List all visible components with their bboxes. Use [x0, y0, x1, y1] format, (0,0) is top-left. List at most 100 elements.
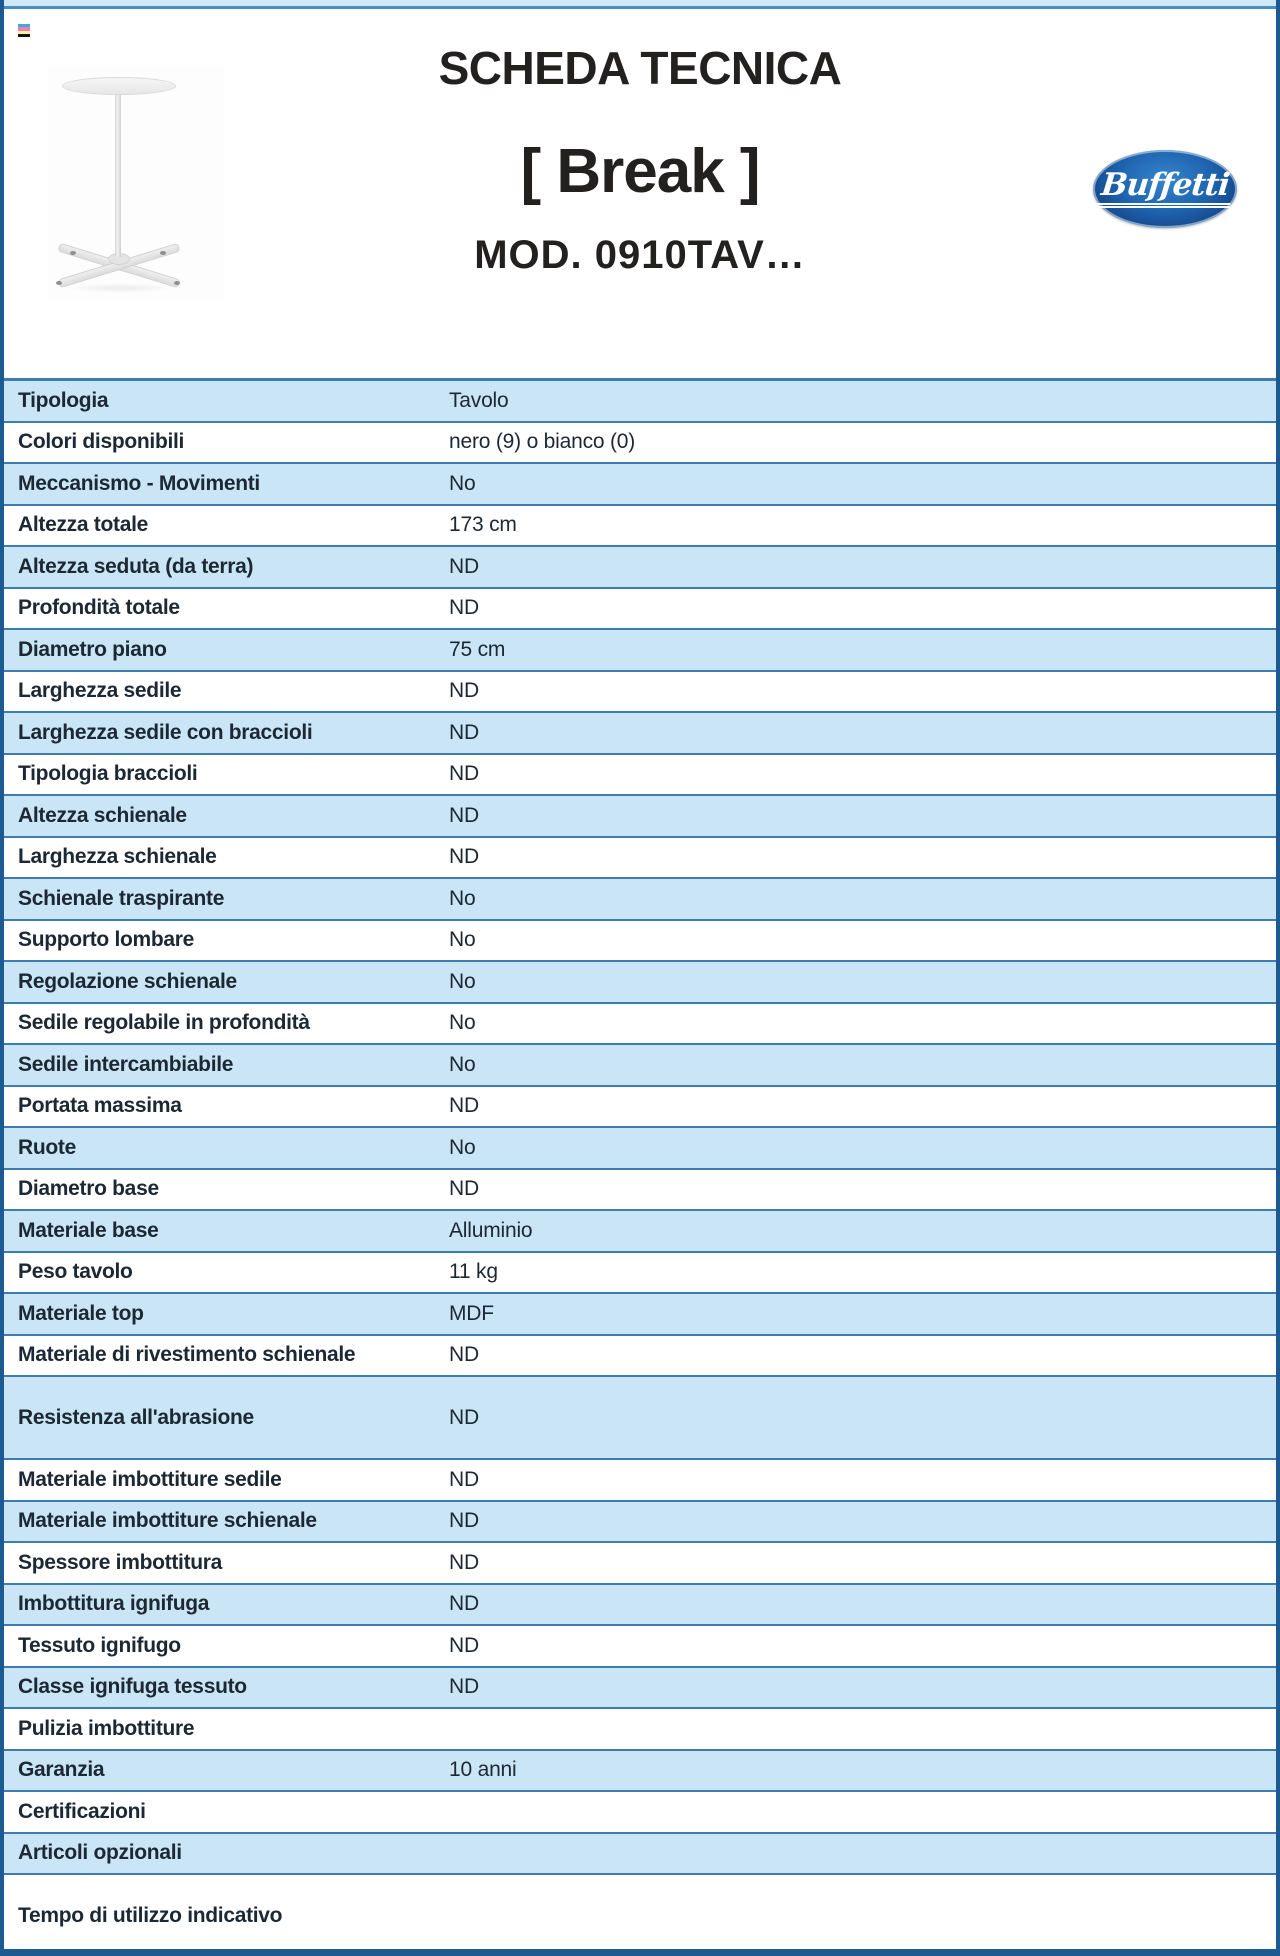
- spec-row: Pulizia imbottiture: [4, 1709, 1276, 1751]
- table-foot: [160, 251, 166, 255]
- page-bottom-border: [4, 1949, 1276, 1956]
- brand-logo: Buffetti: [1093, 150, 1237, 228]
- page-top-border-line: [4, 6, 1276, 9]
- spec-value: ND: [449, 596, 479, 620]
- spec-label: Diametro piano: [18, 637, 167, 661]
- spec-value: No: [449, 928, 476, 952]
- print-stripe-magenta: [18, 27, 30, 31]
- spec-row: Resistenza all'abrasione ND: [4, 1377, 1276, 1460]
- spec-row: Larghezza sedile ND: [4, 671, 1276, 713]
- spec-value: ND: [449, 803, 479, 827]
- spec-label: Tessuto ignifugo: [18, 1633, 181, 1657]
- table-foot: [70, 251, 76, 255]
- spec-value: No: [449, 969, 476, 993]
- spec-row: Tessuto ignifugo ND: [4, 1626, 1276, 1668]
- spec-label: Tipologia braccioli: [18, 762, 198, 786]
- spec-label: Regolazione schienale: [18, 969, 237, 993]
- spec-value: ND: [449, 1509, 479, 1533]
- spec-label: Larghezza schienale: [18, 845, 217, 869]
- spec-row: Profondità totale ND: [4, 588, 1276, 630]
- spec-label: Tempo di utilizzo indicativo: [18, 1903, 283, 1927]
- spec-label: Supporto lombare: [18, 928, 195, 952]
- table-top: [62, 77, 176, 95]
- spec-row: Portata massima ND: [4, 1086, 1276, 1128]
- print-color-bar-icon: [18, 24, 30, 37]
- spec-value: ND: [449, 1675, 479, 1699]
- spec-row: Spessore imbottitura ND: [4, 1543, 1276, 1585]
- spec-label: Altezza totale: [18, 513, 148, 537]
- spec-row: Supporto lombare No: [4, 920, 1276, 962]
- print-stripe-yellow: [18, 30, 30, 34]
- spec-label: Garanzia: [18, 1758, 105, 1782]
- spec-label: Sedile intercambiabile: [18, 1052, 234, 1076]
- spec-row: Ruote No: [4, 1128, 1276, 1170]
- spec-row: Materiale top MDF: [4, 1294, 1276, 1336]
- spec-value: ND: [449, 1405, 479, 1429]
- spec-row: Diametro piano 75 cm: [4, 630, 1276, 672]
- spec-value: No: [449, 1135, 476, 1159]
- spec-value: Tavolo: [449, 388, 509, 412]
- spec-row: Materiale imbottiture schienale ND: [4, 1501, 1276, 1543]
- spec-value: Alluminio: [449, 1218, 533, 1242]
- table-pole: [115, 89, 121, 257]
- spec-row: Tipologia braccioli ND: [4, 754, 1276, 796]
- spec-label: Colori disponibili: [18, 430, 185, 454]
- spec-value: ND: [449, 762, 479, 786]
- spec-value: ND: [449, 845, 479, 869]
- spec-row: Diametro base ND: [4, 1169, 1276, 1211]
- spec-label: Schienale traspirante: [18, 886, 225, 910]
- brand-logo-text: Buffetti: [1096, 167, 1234, 208]
- spec-row: Certificazioni: [4, 1792, 1276, 1834]
- spec-label: Materiale imbottiture schienale: [18, 1509, 317, 1533]
- spec-label: Resistenza all'abrasione: [18, 1405, 254, 1429]
- spec-row: Larghezza schienale ND: [4, 837, 1276, 879]
- spec-label: Sedile regolabile in profondità: [18, 1011, 310, 1035]
- spec-label: Certificazioni: [18, 1799, 146, 1823]
- spec-value: No: [449, 1052, 476, 1076]
- spec-label: Pulizia imbottiture: [18, 1716, 195, 1740]
- page-title: SCHEDA TECNICA: [438, 42, 842, 94]
- spec-value: ND: [449, 1094, 479, 1118]
- spec-row: Materiale base Alluminio: [4, 1211, 1276, 1253]
- spec-label: Peso tavolo: [18, 1260, 133, 1284]
- spec-label: Portata massima: [18, 1094, 182, 1118]
- spec-value: No: [449, 471, 476, 495]
- photo-shadow: [66, 283, 174, 293]
- page-top-border-light: [4, 0, 1276, 6]
- spec-label: Altezza seduta (da terra): [18, 554, 254, 578]
- spec-label: Altezza schienale: [18, 803, 187, 827]
- spec-row: Imbottitura ignifuga ND: [4, 1584, 1276, 1626]
- spec-row: Classe ignifuga tessuto ND: [4, 1667, 1276, 1709]
- table-foot: [56, 281, 62, 285]
- spec-label: Materiale imbottiture sedile: [18, 1467, 282, 1491]
- spec-label: Tipologia: [18, 388, 109, 412]
- spec-row: Schienale traspirante No: [4, 879, 1276, 921]
- spec-row: Altezza seduta (da terra) ND: [4, 547, 1276, 589]
- spec-value: ND: [449, 554, 479, 578]
- spec-row: Articoli opzionali: [4, 1833, 1276, 1875]
- spec-row: Altezza totale 173 cm: [4, 505, 1276, 547]
- spec-label: Meccanismo - Movimenti: [18, 471, 260, 495]
- spec-row: Peso tavolo 11 kg: [4, 1252, 1276, 1294]
- spec-row: Garanzia 10 anni: [4, 1750, 1276, 1792]
- model-number: MOD. 0910TAV…: [474, 233, 806, 277]
- product-name: [ Break ]: [520, 137, 760, 206]
- spec-value: nero (9) o bianco (0): [449, 430, 636, 454]
- spec-row: Sedile intercambiabile No: [4, 1045, 1276, 1087]
- spec-row: Larghezza sedile con braccioli ND: [4, 713, 1276, 755]
- spec-row: Regolazione schienale No: [4, 962, 1276, 1004]
- spec-value: ND: [449, 1633, 479, 1657]
- spec-value: 173 cm: [449, 513, 517, 537]
- spec-value: ND: [449, 720, 479, 744]
- spec-label: Articoli opzionali: [18, 1841, 182, 1865]
- spec-label: Larghezza sedile: [18, 679, 182, 703]
- spec-value: 11 kg: [449, 1260, 498, 1284]
- spec-row: Materiale imbottiture sedile ND: [4, 1460, 1276, 1502]
- spec-label: Ruote: [18, 1135, 76, 1159]
- spec-row: Altezza schienale ND: [4, 796, 1276, 838]
- spec-value: No: [449, 1011, 476, 1035]
- spec-value: ND: [449, 1592, 479, 1616]
- spec-label: Classe ignifuga tessuto: [18, 1675, 247, 1699]
- spec-label: Materiale di rivestimento schienale: [18, 1343, 356, 1367]
